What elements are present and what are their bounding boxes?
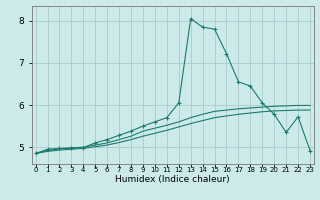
- X-axis label: Humidex (Indice chaleur): Humidex (Indice chaleur): [116, 175, 230, 184]
